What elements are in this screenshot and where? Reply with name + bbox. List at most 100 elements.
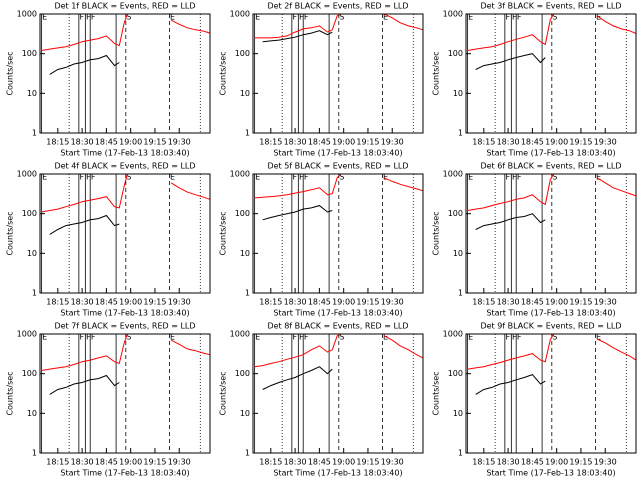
x-tick-label: 19:30 xyxy=(594,458,617,467)
y-tick-label: 1 xyxy=(245,289,250,298)
x-tick-label: 19:00 xyxy=(332,138,355,147)
plot-frame xyxy=(39,333,211,454)
series-line xyxy=(254,333,341,368)
series-line xyxy=(475,213,546,230)
event-label: E xyxy=(468,333,473,342)
series-line xyxy=(467,333,554,370)
y-tick-label: 1 xyxy=(245,129,250,138)
x-tick-label: 18:15 xyxy=(259,138,282,147)
event-label: E xyxy=(255,333,260,342)
event-label: F xyxy=(80,333,85,342)
series-line xyxy=(262,30,333,43)
y-tick-label: 10 xyxy=(453,249,463,258)
y-tick-label: 1 xyxy=(458,289,463,298)
event-label: S xyxy=(339,173,344,182)
x-tick-label: 18:15 xyxy=(472,458,495,467)
series-line xyxy=(467,13,554,51)
x-tick-label: 19:15 xyxy=(143,138,166,147)
x-axis-label: Start Time (17-Feb-13 18:03:40) xyxy=(486,469,615,478)
x-tick-label: 18:45 xyxy=(308,138,331,147)
series-line xyxy=(49,374,120,395)
event-label: F xyxy=(517,173,522,182)
y-tick-label: 10 xyxy=(240,249,250,258)
panel: Det 5f BLACK = Events, RED = LLD Start Ti… xyxy=(219,162,424,318)
x-tick-label: 19:00 xyxy=(332,458,355,467)
series-line xyxy=(41,173,128,213)
series-line xyxy=(49,54,120,75)
y-tick-label: 1000 xyxy=(17,170,37,179)
x-tick-label: 19:15 xyxy=(143,298,166,307)
y-axis-label: Counts/sec xyxy=(6,371,15,415)
x-tick-label: 19:30 xyxy=(594,298,617,307)
y-tick-label: 1000 xyxy=(443,10,463,19)
series-line xyxy=(262,366,333,390)
event-label: F xyxy=(512,173,517,182)
y-tick-label: 10 xyxy=(240,89,250,98)
y-tick-label: 10 xyxy=(27,249,37,258)
x-tick-label: 18:15 xyxy=(259,298,282,307)
x-tick-label: 19:00 xyxy=(119,138,142,147)
x-tick-label: 18:30 xyxy=(497,138,520,147)
y-axis-label: Counts/sec xyxy=(432,211,441,255)
event-label: E xyxy=(468,173,473,182)
event-label: E xyxy=(596,173,601,182)
event-label: E xyxy=(255,13,260,22)
y-tick-label: 1 xyxy=(458,449,463,458)
event-label: F xyxy=(86,333,91,342)
panel: Det 4f BLACK = Events, RED = LLD Start Ti… xyxy=(6,162,211,318)
event-label: F xyxy=(506,333,511,342)
x-tick-label: 19:15 xyxy=(356,458,379,467)
plot-frame xyxy=(252,13,424,134)
event-label: F xyxy=(517,13,522,22)
x-tick-label: 19:15 xyxy=(569,458,592,467)
plot-frame xyxy=(252,173,424,294)
event-label: F xyxy=(80,173,85,182)
y-tick-label: 1000 xyxy=(443,170,463,179)
event-label: F xyxy=(512,13,517,22)
plot-frame xyxy=(465,13,637,134)
chart-title: Det 8f BLACK = Events, RED = LLD xyxy=(267,322,408,331)
y-tick-label: 10 xyxy=(27,89,37,98)
event-label: F xyxy=(86,173,91,182)
series-line xyxy=(49,214,120,235)
series-line xyxy=(475,374,546,395)
x-tick-label: 19:30 xyxy=(168,458,191,467)
panel: Det 9f BLACK = Events, RED = LLD Start Ti… xyxy=(432,322,637,478)
event-label: S xyxy=(339,333,344,342)
y-tick-label: 10 xyxy=(453,409,463,418)
chart-title: Det 1f BLACK = Events, RED = LLD xyxy=(54,2,195,11)
x-tick-label: 19:15 xyxy=(569,298,592,307)
x-axis-label: Start Time (17-Feb-13 18:03:40) xyxy=(486,309,615,318)
event-label: S xyxy=(552,333,557,342)
event-label: F xyxy=(293,13,298,22)
event-label: F xyxy=(506,13,511,22)
x-tick-label: 18:30 xyxy=(284,298,307,307)
x-tick-label: 18:15 xyxy=(472,138,495,147)
series-line xyxy=(475,53,546,70)
y-axis-label: Counts/sec xyxy=(6,51,15,95)
y-tick-label: 10 xyxy=(27,409,37,418)
x-axis-label: Start Time (17-Feb-13 18:03:40) xyxy=(60,469,189,478)
y-tick-label: 100 xyxy=(448,369,463,378)
series-line xyxy=(596,15,637,35)
event-label: F xyxy=(293,333,298,342)
plot-frame xyxy=(39,173,211,294)
y-tick-label: 100 xyxy=(235,49,250,58)
x-tick-label: 18:45 xyxy=(95,458,118,467)
event-label: F xyxy=(512,333,517,342)
event-label: E xyxy=(468,13,473,22)
x-tick-label: 18:45 xyxy=(308,298,331,307)
event-label: F xyxy=(80,13,85,22)
x-tick-label: 18:30 xyxy=(71,138,94,147)
x-tick-label: 18:15 xyxy=(472,298,495,307)
event-label: E xyxy=(170,173,175,182)
y-tick-label: 100 xyxy=(235,209,250,218)
event-label: F xyxy=(517,333,522,342)
y-axis-label: Counts/sec xyxy=(219,371,228,415)
panel: Det 7f BLACK = Events, RED = LLD Start Ti… xyxy=(6,322,211,478)
series-line xyxy=(41,333,128,371)
x-tick-label: 18:45 xyxy=(308,458,331,467)
chart-title: Det 7f BLACK = Events, RED = LLD xyxy=(54,322,195,331)
y-tick-label: 1 xyxy=(458,129,463,138)
y-tick-label: 10 xyxy=(453,89,463,98)
